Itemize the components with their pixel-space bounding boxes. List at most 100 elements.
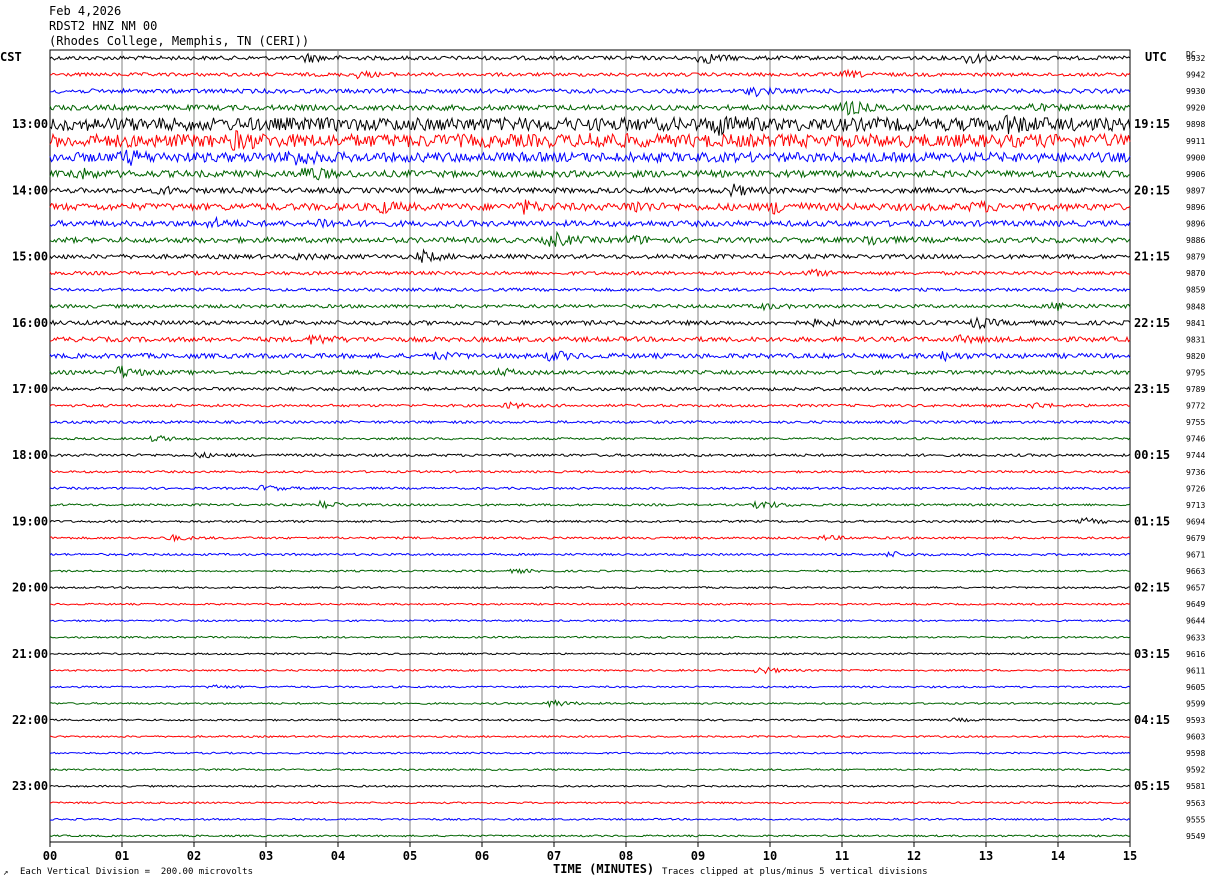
dc-offset-label: 9755 <box>1186 418 1205 427</box>
utc-hour-label: 21:15 <box>1134 250 1170 264</box>
right-timezone-label: UTC <box>1145 50 1167 64</box>
dc-offset-label: 9906 <box>1186 170 1205 179</box>
seismic-trace <box>49 401 1131 410</box>
seismic-trace <box>49 167 1131 181</box>
seismic-trace <box>49 52 1131 65</box>
dc-offset-label: 9593 <box>1186 716 1205 725</box>
seismic-trace <box>49 434 1131 443</box>
dc-offset-label: 9598 <box>1186 749 1205 758</box>
seismic-trace <box>49 365 1131 379</box>
utc-hour-label: 00:15 <box>1134 448 1170 462</box>
dc-offset-label: 9896 <box>1186 203 1205 212</box>
seismic-trace <box>49 751 1131 755</box>
utc-hour-label: 02:15 <box>1134 581 1170 595</box>
utc-hour-label: 20:15 <box>1134 183 1170 197</box>
dc-offset-label: 9592 <box>1186 766 1205 775</box>
dc-offset-label: 9657 <box>1186 584 1205 593</box>
x-tick-label: 04 <box>331 849 345 863</box>
seismic-trace <box>49 68 1131 80</box>
dc-offset-label: 9649 <box>1186 600 1205 609</box>
cst-hour-label: 19:00 <box>12 514 48 528</box>
seismic-trace <box>49 834 1131 838</box>
cst-hour-label: 17:00 <box>12 382 48 396</box>
cst-hour-label: 23:00 <box>12 779 48 793</box>
seismic-trace <box>49 517 1131 525</box>
dc-offset-label: 9744 <box>1186 451 1205 460</box>
x-tick-label: 13 <box>979 849 993 863</box>
dc-offset-label: 9671 <box>1186 551 1205 560</box>
seismic-trace <box>49 768 1131 772</box>
seismic-trace <box>49 469 1131 474</box>
seismic-trace <box>49 550 1131 558</box>
seismic-trace <box>49 114 1131 136</box>
seismic-trace <box>50 666 1131 675</box>
cst-hour-label: 21:00 <box>12 647 48 661</box>
seismic-trace <box>49 684 1131 690</box>
plot-date: Feb 4,2026 <box>49 4 122 18</box>
seismic-trace <box>50 602 1131 606</box>
dc-offset-label: 9644 <box>1186 617 1205 626</box>
dc-offset-label: 9831 <box>1186 335 1205 344</box>
x-tick-label: 12 <box>907 849 921 863</box>
dc-offset-label: 9549 <box>1186 832 1205 841</box>
seismic-trace <box>49 619 1131 623</box>
dc-offset-label: 9726 <box>1186 484 1205 493</box>
x-tick-label: 11 <box>835 849 849 863</box>
dc-offset-label: 9930 <box>1186 87 1205 96</box>
dc-offset-label: 9736 <box>1186 468 1205 477</box>
seismic-trace <box>49 215 1131 229</box>
dc-offset-label: 9563 <box>1186 799 1205 808</box>
x-tick-label: 07 <box>547 849 561 863</box>
utc-hour-label: 22:15 <box>1134 316 1170 330</box>
dc-offset-label: 9900 <box>1186 153 1205 162</box>
seismic-trace <box>49 567 1131 575</box>
seismic-trace <box>49 699 1131 709</box>
left-timezone-label: CST <box>0 50 22 64</box>
utc-hour-label: 23:15 <box>1134 382 1170 396</box>
seismic-trace <box>49 333 1131 345</box>
seismic-trace <box>49 86 1131 98</box>
dc-offset-label: 9932 <box>1186 54 1205 63</box>
dc-offset-label: 9599 <box>1186 699 1205 708</box>
x-tick-label: 01 <box>115 849 129 863</box>
seismic-trace <box>49 100 1131 116</box>
seismic-trace <box>49 717 1131 723</box>
cst-hour-label: 16:00 <box>12 316 48 330</box>
dc-offset-label: 9603 <box>1186 733 1205 742</box>
dc-offset-label: 9605 <box>1186 683 1205 692</box>
dc-offset-label: 9820 <box>1186 352 1205 361</box>
utc-hour-label: 01:15 <box>1134 514 1170 528</box>
seismic-trace <box>49 801 1131 805</box>
dc-offset-label: 9870 <box>1186 269 1205 278</box>
dc-offset-label: 9663 <box>1186 567 1205 576</box>
seismic-trace <box>49 484 1131 492</box>
dc-offset-label: 9611 <box>1186 666 1205 675</box>
dc-offset-label: 9879 <box>1186 253 1205 262</box>
dc-offset-label: 9633 <box>1186 633 1205 642</box>
cst-hour-label: 18:00 <box>12 448 48 462</box>
dc-offset-label: 9859 <box>1186 286 1205 295</box>
seismic-trace <box>49 199 1131 215</box>
seismic-trace <box>49 230 1131 247</box>
dc-offset-label: 9896 <box>1186 220 1205 229</box>
dc-offset-label: 9942 <box>1186 71 1205 80</box>
seismic-trace <box>49 652 1131 656</box>
seismic-trace <box>49 149 1131 166</box>
utc-hour-label: 19:15 <box>1134 117 1170 131</box>
dc-offset-label: 9772 <box>1186 402 1205 411</box>
x-tick-label: 10 <box>763 849 777 863</box>
cst-hour-label: 14:00 <box>12 183 48 197</box>
station-location: (Rhodes College, Memphis, TN (CERI)) <box>49 34 310 48</box>
dc-offset-label: 9841 <box>1186 319 1205 328</box>
seismic-trace <box>49 419 1131 425</box>
seismic-trace <box>49 316 1131 330</box>
scale-note: Each Vertical Division = 200.00 microvol… <box>20 867 253 877</box>
dc-offset-label: 9920 <box>1186 104 1205 113</box>
seismic-trace <box>49 817 1131 821</box>
dc-offset-label: 9897 <box>1186 186 1205 195</box>
seismic-trace <box>49 499 1131 510</box>
cst-hour-label: 13:00 <box>12 117 48 131</box>
seismic-trace <box>49 350 1131 363</box>
seismic-trace <box>49 301 1131 312</box>
dc-offset-label: 9911 <box>1186 137 1205 146</box>
